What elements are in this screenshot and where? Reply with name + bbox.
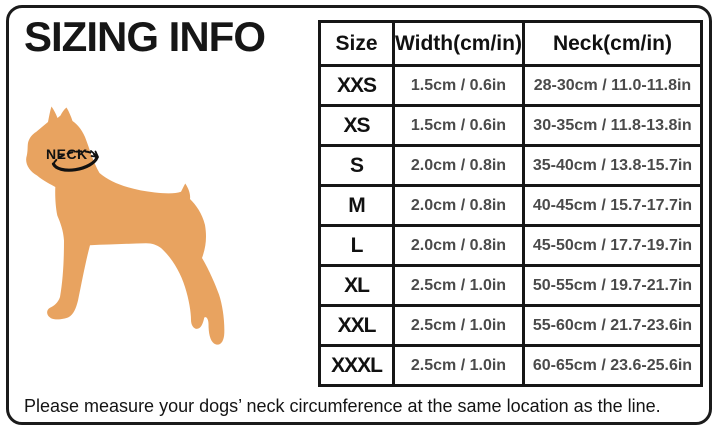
- table-row: L 2.0cm / 0.8in 45-50cm / 17.7-19.7in: [318, 224, 703, 267]
- page-title: SIZING INFO: [24, 13, 266, 60]
- dog-body-shape: [26, 106, 225, 345]
- size-cell: XS: [318, 104, 395, 147]
- width-cell: 2.0cm / 0.8in: [392, 144, 525, 187]
- size-cell: XXL: [318, 304, 395, 347]
- neck-cell: 40-45cm / 15.7-17.7in: [521, 184, 703, 227]
- neck-cell: 45-50cm / 17.7-19.7in: [521, 224, 703, 267]
- neck-label: NECK: [46, 146, 88, 162]
- width-cell: 2.5cm / 1.0in: [392, 264, 525, 307]
- header-neck: Neck(cm/in): [521, 20, 703, 67]
- neck-arrow-icon: [90, 150, 99, 158]
- size-cell: XXXL: [318, 344, 395, 387]
- neck-cell: 50-55cm / 19.7-21.7in: [521, 264, 703, 307]
- neck-cell: 60-65cm / 23.6-25.6in: [521, 344, 703, 387]
- size-cell: XXS: [318, 64, 395, 107]
- width-cell: 1.5cm / 0.6in: [392, 64, 525, 107]
- size-cell: M: [318, 184, 395, 227]
- neck-cell: 35-40cm / 13.8-15.7in: [521, 144, 703, 187]
- table-row: XXXL 2.5cm / 1.0in 60-65cm / 23.6-25.6in: [318, 344, 703, 387]
- neck-cell: 55-60cm / 21.7-23.6in: [521, 304, 703, 347]
- size-cell: XL: [318, 264, 395, 307]
- table-header-row: Size Width(cm/in) Neck(cm/in): [318, 20, 703, 67]
- size-cell: L: [318, 224, 395, 267]
- width-cell: 2.5cm / 1.0in: [392, 304, 525, 347]
- table-row: XXL 2.5cm / 1.0in 55-60cm / 21.7-23.6in: [318, 304, 703, 347]
- header-size: Size: [318, 20, 395, 67]
- table-row: XS 1.5cm / 0.6in 30-35cm / 11.8-13.8in: [318, 104, 703, 147]
- dog-illustration: NECK: [15, 95, 245, 365]
- measure-note: Please measure your dogs’ neck circumfer…: [24, 396, 661, 416]
- width-cell: 1.5cm / 0.6in: [392, 104, 525, 147]
- dog-silhouette-graphic: NECK: [26, 106, 225, 345]
- table-row: XL 2.5cm / 1.0in 50-55cm / 19.7-21.7in: [318, 264, 703, 307]
- table-row: XXS 1.5cm / 0.6in 28-30cm / 11.0-11.8in: [318, 64, 703, 107]
- sizing-table: Size Width(cm/in) Neck(cm/in) XXS 1.5cm /…: [318, 20, 703, 387]
- neck-cell: 30-35cm / 11.8-13.8in: [521, 104, 703, 147]
- width-cell: 2.0cm / 0.8in: [392, 184, 525, 227]
- width-cell: 2.0cm / 0.8in: [392, 224, 525, 267]
- width-cell: 2.5cm / 1.0in: [392, 344, 525, 387]
- table-row: S 2.0cm / 0.8in 35-40cm / 13.8-15.7in: [318, 144, 703, 187]
- size-cell: S: [318, 144, 395, 187]
- neck-cell: 28-30cm / 11.0-11.8in: [521, 64, 703, 107]
- table-row: M 2.0cm / 0.8in 40-45cm / 15.7-17.7in: [318, 184, 703, 227]
- collar-line: [51, 155, 99, 172]
- header-width: Width(cm/in): [392, 20, 525, 67]
